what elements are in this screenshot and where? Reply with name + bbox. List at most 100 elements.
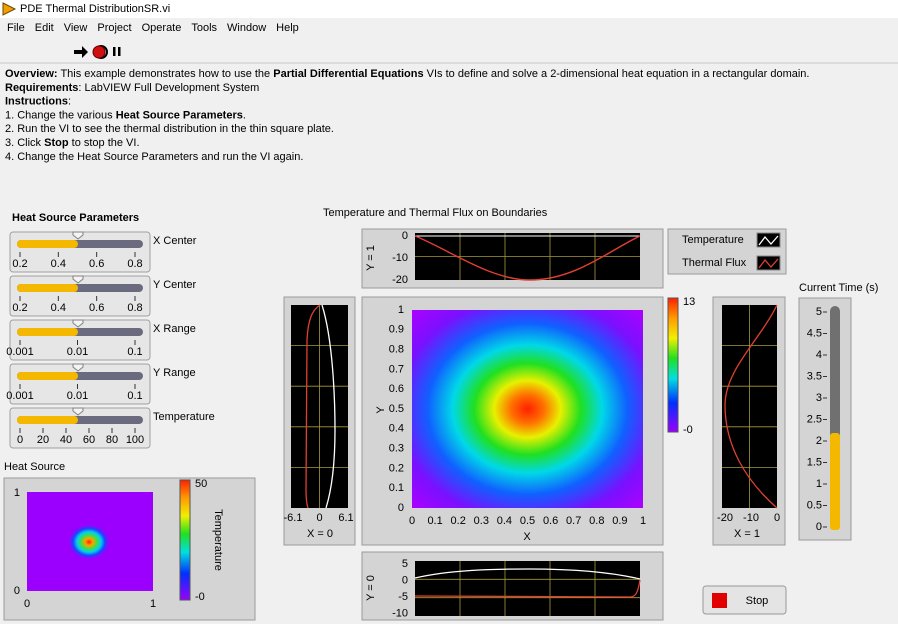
axis-label: X — [523, 531, 531, 543]
run-button[interactable] — [74, 46, 88, 58]
slider-thumb[interactable] — [72, 363, 84, 372]
menu-item[interactable]: File — [7, 22, 25, 34]
indicator-tick-label: 2.5 — [807, 413, 822, 425]
description-line: 3. Click Stop to stop the VI. — [5, 137, 140, 149]
menu-item[interactable]: View — [64, 22, 88, 34]
description-text: 3. Click — [5, 137, 44, 149]
menu-bar — [0, 18, 898, 38]
slider-tick-label: 0.6 — [89, 302, 104, 314]
menu-item[interactable]: Edit — [35, 22, 54, 34]
x-tick-label: 0.5 — [520, 515, 535, 527]
indicator-tick-label: 3 — [816, 392, 822, 404]
slider-tick-label: 40 — [60, 434, 72, 446]
section-title: Heat Source Parameters — [12, 212, 139, 224]
slider-label: Temperature — [153, 411, 215, 423]
colorbar-tick: 50 — [195, 478, 207, 490]
colorbar-tick: -0 — [683, 424, 693, 436]
indicator-tick-label: 4.5 — [807, 327, 822, 339]
y-tick-label: 1 — [14, 487, 20, 499]
description-text: Instructions — [5, 96, 68, 108]
slider-tick-label: 0.4 — [51, 258, 66, 270]
slider[interactable]: 0.2 0.4 0.6 0.8 X Center — [9, 231, 197, 273]
slider-thumb[interactable] — [72, 275, 84, 284]
slider-tick-label: 60 — [83, 434, 95, 446]
indicator-tick-label: 0 — [816, 521, 822, 533]
colorbar — [667, 297, 679, 433]
front-panel: Overview: This example demonstrates how … — [0, 62, 898, 621]
x-tick-label: 0.8 — [589, 515, 604, 527]
x-tick-label: 0.3 — [474, 515, 489, 527]
x-tick-label: 0.7 — [566, 515, 581, 527]
slider[interactable]: 0.2 0.4 0.6 0.8 Y Center — [9, 275, 197, 317]
indicator-fill — [830, 433, 840, 530]
colorbar-label: Temperature — [212, 509, 224, 571]
slider-tick-label: 0.01 — [67, 390, 88, 402]
y-tick-label: 0 — [14, 585, 20, 597]
slider[interactable]: 0 20 40 60 80 100 Temperature — [9, 407, 215, 449]
slider-fill — [17, 372, 78, 380]
y-tick-label: 0.6 — [389, 383, 404, 395]
graph-title: Temperature and Thermal Flux on Boundari… — [323, 207, 548, 219]
description-text: 4. Change the Heat Source Parameters and… — [5, 151, 303, 163]
slider[interactable]: 0.001 0.01 0.1 X Range — [6, 319, 196, 361]
x-tick-label: 0 — [774, 512, 780, 524]
slider-tick-label: 0.001 — [6, 390, 34, 402]
description-text: : — [68, 96, 71, 108]
stop-button[interactable]: Stop — [702, 585, 787, 615]
menu-item[interactable]: Project — [97, 22, 131, 34]
legend-swatch — [756, 232, 781, 248]
flux-curve — [414, 579, 641, 598]
caption: X = 1 — [734, 528, 760, 540]
x-tick-label: 0.9 — [612, 515, 627, 527]
description-text: 2. Run the VI to see the thermal distrib… — [5, 123, 334, 135]
slider[interactable]: 0.001 0.01 0.1 Y Range — [6, 363, 196, 405]
description-text: Requirements — [5, 82, 78, 94]
legend-label: Temperature — [682, 234, 744, 246]
description-line: 1. Change the various Heat Source Parame… — [5, 109, 246, 121]
slider-tick-label: 0.8 — [127, 302, 142, 314]
menu-item[interactable]: Operate — [142, 22, 182, 34]
slider-thumb[interactable] — [72, 231, 84, 240]
x-tick-label: 0.1 — [427, 515, 442, 527]
slider-tick-label: 0.6 — [89, 258, 104, 270]
y-tick-label: 0.1 — [389, 482, 404, 494]
x-tick-label: -6.1 — [284, 512, 303, 524]
y-tick-label: -10 — [392, 607, 408, 619]
x-tick-label: 0.2 — [451, 515, 466, 527]
legend-line — [758, 258, 779, 269]
y-tick-label: 0 — [402, 574, 408, 586]
stop-icon[interactable] — [712, 593, 727, 608]
y-tick-label: 0.5 — [389, 403, 404, 415]
indicator-tick-label: 1.5 — [807, 456, 822, 468]
menu-item[interactable]: Window — [227, 22, 266, 34]
pause-button[interactable] — [113, 47, 116, 56]
slider-label: Y Range — [153, 367, 196, 379]
y-tick-label: 1 — [398, 304, 404, 316]
slider-tick-label: 80 — [106, 434, 118, 446]
stop-label[interactable]: Stop — [746, 595, 769, 607]
menu-item[interactable]: Tools — [191, 22, 217, 34]
slider-tick-label: 0.2 — [12, 302, 27, 314]
abort-button[interactable] — [92, 45, 106, 59]
heat-blob — [69, 525, 109, 559]
pause-button-bar[interactable] — [118, 47, 121, 56]
description-text: Overview: — [5, 68, 58, 80]
y-tick-label: -20 — [392, 274, 408, 286]
slider-tick-label: 0.4 — [51, 302, 66, 314]
slider-tick-label: 0 — [17, 434, 23, 446]
x-tick-label: -20 — [717, 512, 733, 524]
slider-tick-label: 0.1 — [127, 390, 142, 402]
slider-label: Y Center — [153, 279, 197, 291]
menu: File Edit View Project Operate Tools Window Hel… — [7, 22, 299, 34]
y-tick-label: 5 — [402, 558, 408, 570]
menu-item[interactable]: Help — [276, 22, 299, 34]
description-text: : LabVIEW Full Development System — [78, 82, 259, 94]
x-tick-label: 1 — [150, 598, 156, 610]
slider-tick-label: 0.2 — [12, 258, 27, 270]
title-bar — [0, 0, 898, 18]
slider-thumb[interactable] — [72, 319, 84, 328]
description-text: 1. Change the various — [5, 109, 116, 121]
slider-thumb[interactable] — [72, 407, 84, 416]
axis-label: Y = 1 — [365, 245, 377, 271]
